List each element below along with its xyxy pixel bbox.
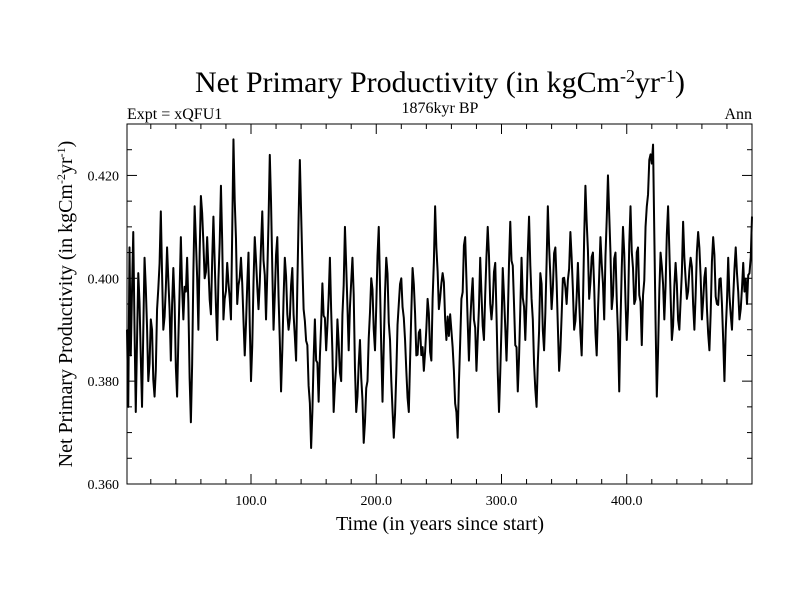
season-label: Ann [724,106,752,123]
x-tick-label: 100.0 [235,494,267,509]
x-axis-label: Time (in years since start) [336,513,544,535]
period-label: 1876kyr BP [402,100,479,117]
y-tick-label: 0.400 [88,272,120,287]
chart-title: Net Primary Productivity (in kgCm-2yr-1) [195,66,685,99]
experiment-label: Expt = xQFU1 [127,106,222,123]
y-tick-label: 0.380 [88,375,120,390]
y-tick-label: 0.420 [88,169,120,184]
y-axis-label: Net Primary Productivity (in kgCm-2yr-1) [54,141,77,468]
series-line-npp [126,138,753,449]
axis-tick-labels: 100.0 200.0 300.0 400.0 0.360 0.380 0.400 0.420 [88,169,643,509]
x-tick-label: 400.0 [611,494,643,509]
x-tick-label: 200.0 [360,494,392,509]
plot-frame [126,123,753,485]
y-tick-label: 0.360 [88,478,120,493]
x-tick-label: 300.0 [486,494,518,509]
